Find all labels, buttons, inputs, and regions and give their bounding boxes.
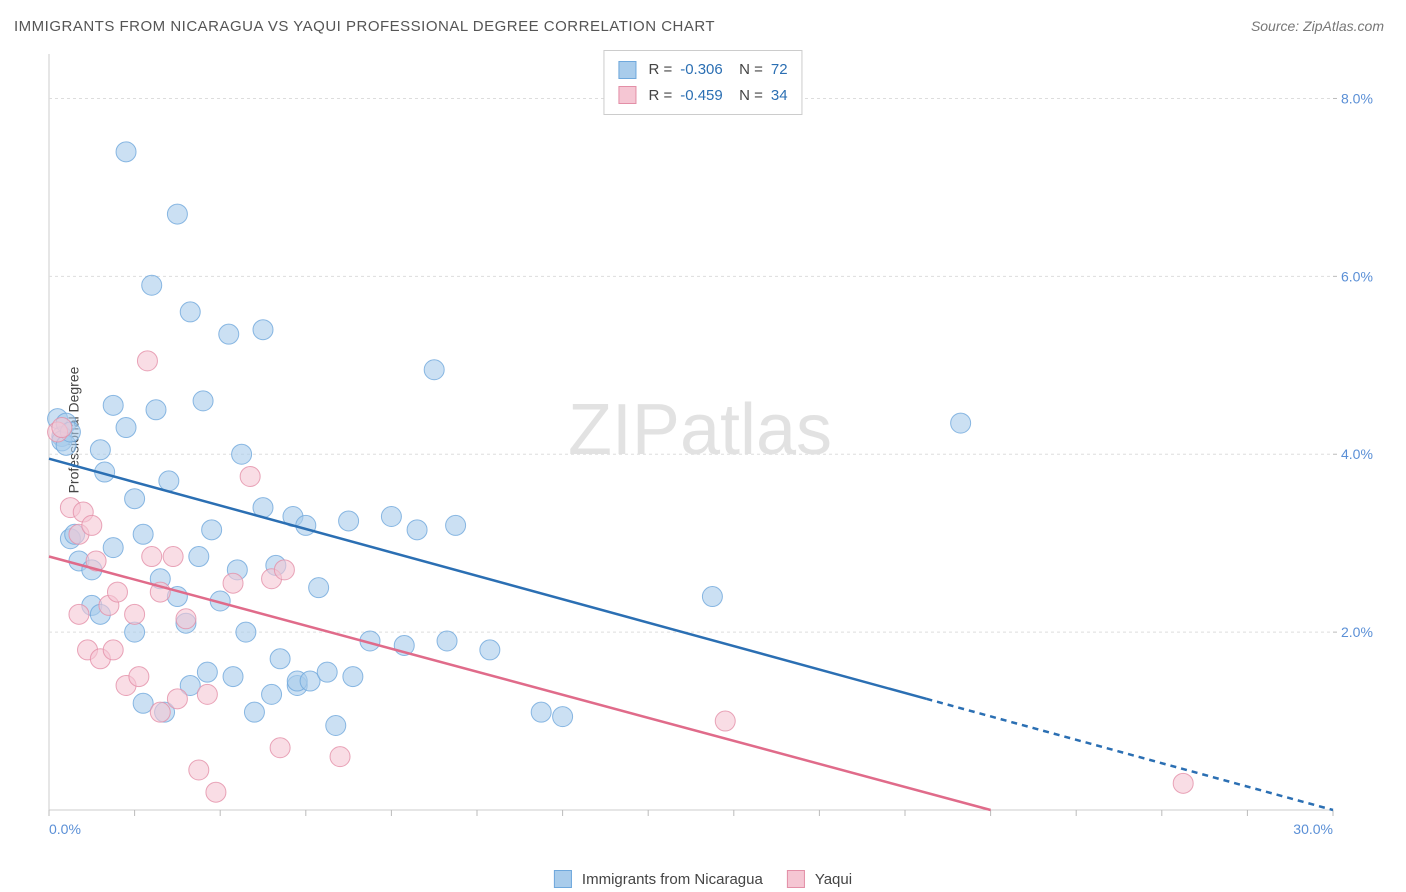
plot-area: 2.0% 4.0% 6.0% 8.0% 0.0% 30.0%: [47, 46, 1389, 844]
stat-r-label: R =: [648, 83, 672, 109]
svg-text:6.0%: 6.0%: [1341, 268, 1373, 284]
stat-r-label: R =: [648, 57, 672, 83]
stat-n-value-0: 72: [771, 57, 788, 83]
stat-r-value-0: -0.306: [680, 57, 723, 83]
stat-spacer: N =: [731, 83, 763, 109]
legend-swatch-nicaragua: [554, 870, 572, 888]
correlation-stats-box: R = -0.306 N = 72 R = -0.459 N = 34: [603, 50, 802, 115]
swatch-yaqui: [618, 86, 636, 104]
stat-n-value-1: 34: [771, 83, 788, 109]
stats-row-yaqui: R = -0.459 N = 34: [618, 83, 787, 109]
legend-label-1: Yaqui: [815, 871, 852, 888]
svg-text:8.0%: 8.0%: [1341, 90, 1373, 106]
stat-r-value-1: -0.459: [680, 83, 723, 109]
bottom-legend: Immigrants from Nicaragua Yaqui: [554, 870, 852, 888]
svg-text:0.0%: 0.0%: [49, 821, 81, 837]
chart-title: IMMIGRANTS FROM NICARAGUA VS YAQUI PROFE…: [14, 18, 715, 35]
stat-spacer: N =: [731, 57, 763, 83]
stats-row-nicaragua: R = -0.306 N = 72: [618, 57, 787, 83]
scatter-chart-svg: 2.0% 4.0% 6.0% 8.0% 0.0% 30.0%: [47, 46, 1389, 844]
source-label: Source: ZipAtlas.com: [1251, 18, 1384, 34]
legend-label-0: Immigrants from Nicaragua: [582, 871, 763, 888]
legend-swatch-yaqui: [787, 870, 805, 888]
swatch-nicaragua: [618, 61, 636, 79]
svg-text:30.0%: 30.0%: [1293, 821, 1333, 837]
legend-item-nicaragua: Immigrants from Nicaragua: [554, 870, 763, 888]
legend-item-yaqui: Yaqui: [787, 870, 852, 888]
svg-text:4.0%: 4.0%: [1341, 446, 1373, 462]
svg-text:2.0%: 2.0%: [1341, 624, 1373, 640]
